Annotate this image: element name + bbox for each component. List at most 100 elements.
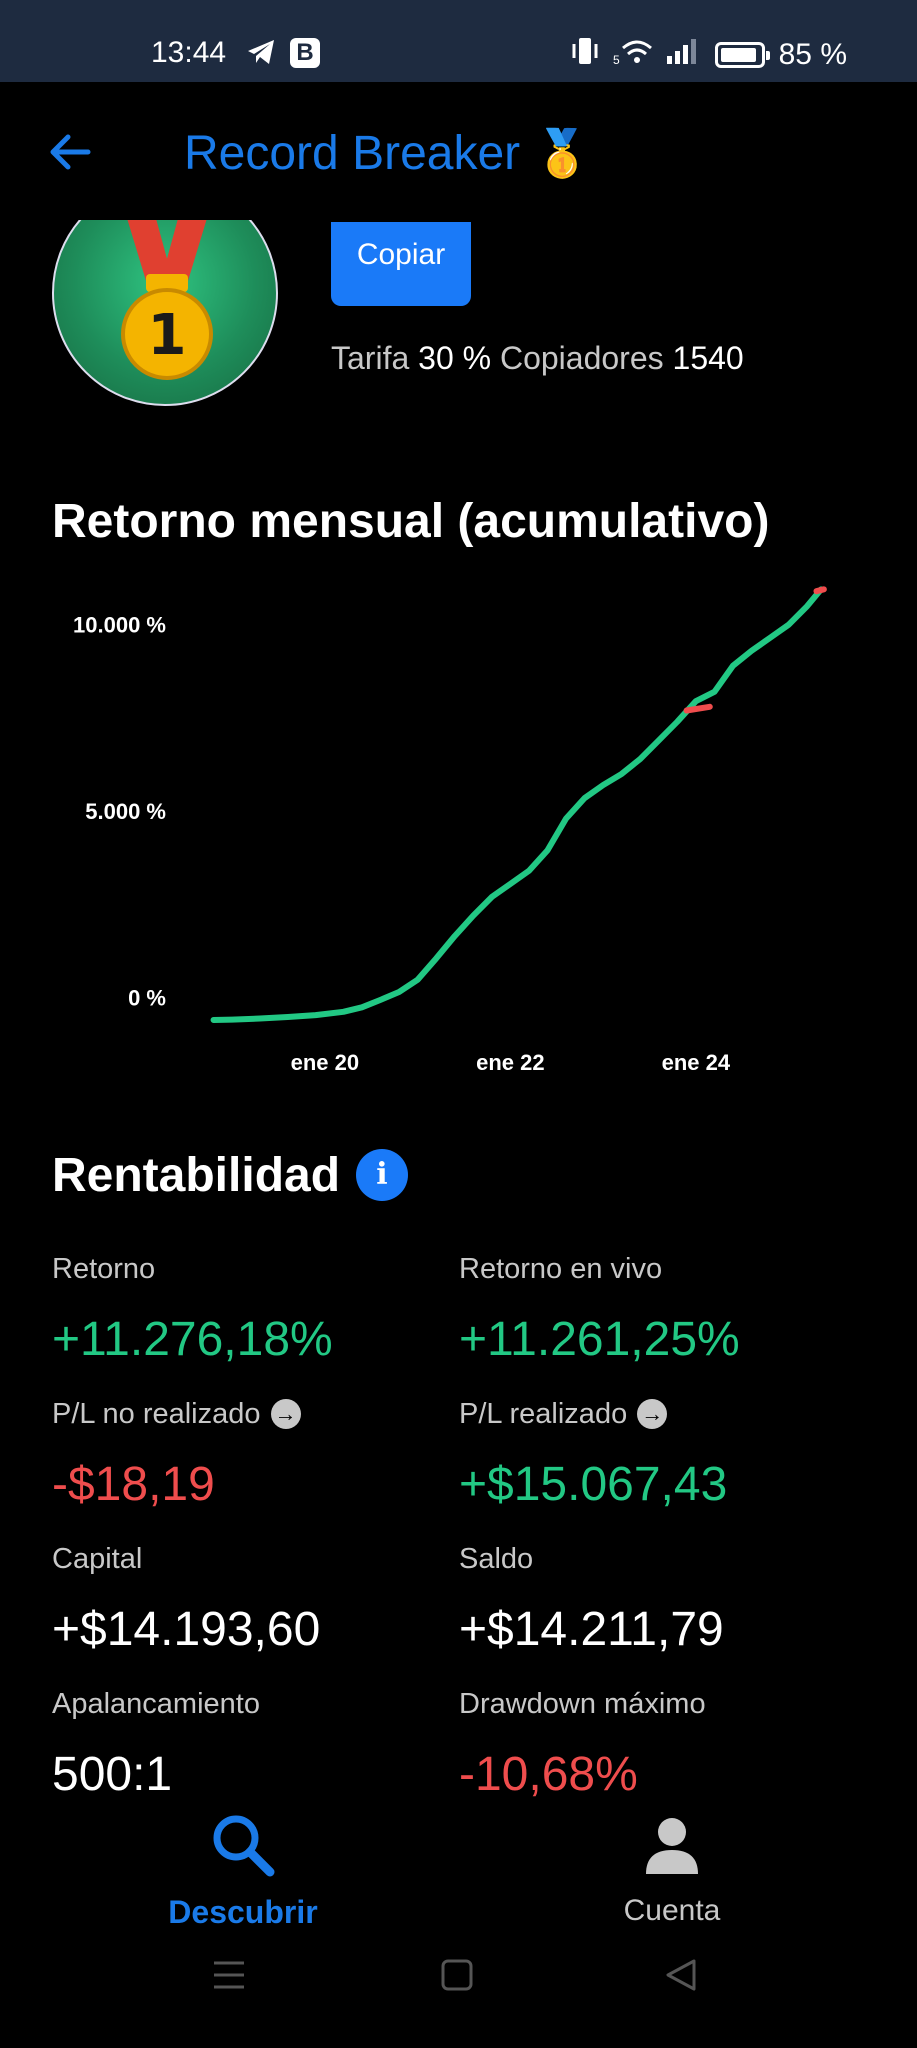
copy-button[interactable]: Copiar xyxy=(331,222,471,306)
metric-value: +11.261,25% xyxy=(459,1313,740,1366)
data-point xyxy=(638,756,643,761)
data-point xyxy=(313,1013,318,1018)
signal-icon xyxy=(666,38,701,72)
data-point xyxy=(230,1017,235,1022)
battery-icon xyxy=(714,42,770,68)
metric-item[interactable]: P/L realizado → +$15.067,43 xyxy=(459,1397,839,1512)
metric-label: Apalancamiento xyxy=(52,1687,260,1720)
data-point xyxy=(619,771,624,776)
data-point xyxy=(508,881,513,886)
y-tick-label: 10.000 % xyxy=(73,613,166,638)
data-point xyxy=(786,622,791,627)
metric-item: Drawdown máximo -10,68% xyxy=(459,1687,839,1802)
app-header: Record Breaker 🥇 xyxy=(0,82,917,222)
metric-item: Retorno en vivo +11.261,25% xyxy=(459,1252,839,1367)
data-point xyxy=(489,894,494,899)
data-point xyxy=(805,604,810,609)
x-tick-label: ene 24 xyxy=(662,1050,731,1075)
drawdown-segment xyxy=(813,586,827,595)
data-point xyxy=(768,635,773,640)
cumulative-return-chart: 10.000 % 5.000 % 0 % ene 20 ene 22 ene 24 xyxy=(73,586,827,1075)
data-point xyxy=(656,738,661,743)
metric-item: Capital +$14.193,60 xyxy=(52,1542,432,1657)
fee-label: Tarifa xyxy=(331,340,410,376)
home-icon[interactable] xyxy=(440,1958,474,1997)
data-point xyxy=(434,956,439,961)
series-line xyxy=(210,586,825,1023)
metric-value: +$15.067,43 xyxy=(459,1458,728,1511)
person-icon xyxy=(637,1818,707,1887)
data-point xyxy=(526,868,531,873)
y-tick-label: 5.000 % xyxy=(85,799,166,824)
x-tick-label: ene 20 xyxy=(291,1050,360,1075)
medal-emoji: 🥇 xyxy=(533,127,591,179)
search-icon xyxy=(208,1815,278,1887)
data-point xyxy=(397,990,402,995)
telegram-icon xyxy=(246,38,276,71)
battery-percent: 85 % xyxy=(778,38,847,71)
data-point xyxy=(564,816,569,821)
data-point xyxy=(693,699,698,704)
data-point xyxy=(257,1016,262,1021)
data-point xyxy=(471,913,476,918)
metric-item: Saldo +$14.211,79 xyxy=(459,1542,839,1657)
menu-icon[interactable] xyxy=(212,1958,246,1997)
metric-label: Capital xyxy=(52,1542,143,1575)
data-point xyxy=(341,1009,346,1014)
data-point xyxy=(211,1018,216,1022)
metric-label: Retorno xyxy=(52,1252,156,1285)
data-point xyxy=(730,663,735,668)
x-tick-label: ene 22 xyxy=(476,1050,545,1075)
nav-discover-label: Descubrir xyxy=(168,1894,318,1930)
drawdown-segment xyxy=(683,703,713,714)
data-point xyxy=(285,1015,290,1020)
chart-title: Retorno mensual (acumulativo) xyxy=(52,495,770,548)
data-point xyxy=(675,719,680,724)
metric-item: Retorno +11.276,18% xyxy=(52,1252,432,1367)
data-point xyxy=(601,783,606,788)
trader-stats: Tarifa 30 % Copiadores 1540 xyxy=(331,340,744,377)
data-point xyxy=(749,648,754,653)
app-notification-icon: B xyxy=(290,38,320,68)
nav-discover[interactable]: Descubrir xyxy=(123,1810,363,1931)
system-nav-bar xyxy=(0,1940,917,2048)
status-indicators: 5 85 % xyxy=(571,36,847,74)
data-point xyxy=(582,796,587,801)
gold-medal-icon: 1 xyxy=(121,220,213,380)
metric-item: Apalancamiento 500:1 xyxy=(52,1687,432,1802)
metric-label: P/L no realizado → xyxy=(52,1397,432,1431)
arrow-right-icon[interactable]: → xyxy=(270,1399,301,1429)
page-title: Record Breaker 🥇 xyxy=(184,127,591,180)
back-arrow-icon[interactable] xyxy=(46,128,94,176)
svg-text:5: 5 xyxy=(613,53,620,66)
metric-item[interactable]: P/L no realizado → -$18,19 xyxy=(52,1397,432,1512)
data-point xyxy=(378,997,383,1002)
data-point xyxy=(359,1005,364,1010)
bottom-nav: Descubrir Cuenta xyxy=(0,1800,917,1930)
status-time: 13:44 xyxy=(151,36,227,69)
nav-account[interactable]: Cuenta xyxy=(552,1810,792,1928)
profitability-title: Rentabilidad xyxy=(52,1149,341,1202)
metric-label: Saldo xyxy=(459,1542,534,1575)
data-point xyxy=(452,934,457,939)
back-triangle-icon[interactable] xyxy=(664,1958,698,1997)
metric-label: P/L realizado → xyxy=(459,1397,839,1431)
data-point xyxy=(415,977,420,982)
info-icon[interactable]: i xyxy=(356,1149,408,1201)
metric-value: 500:1 xyxy=(52,1748,173,1801)
metric-value: -10,68% xyxy=(459,1748,638,1801)
metric-value: +$14.193,60 xyxy=(52,1603,321,1656)
y-tick-label: 0 % xyxy=(128,986,166,1011)
metric-value: +$14.211,79 xyxy=(459,1603,724,1656)
arrow-right-icon[interactable]: → xyxy=(637,1399,668,1429)
copiers-label: Copiadores xyxy=(499,340,664,376)
metric-value: -$18,19 xyxy=(52,1458,215,1511)
status-bar: 13:44 B 5 85 % xyxy=(0,0,917,82)
svg-text:1: 1 xyxy=(148,303,187,368)
vibrate-icon xyxy=(571,36,599,74)
wifi-icon: 5 xyxy=(613,36,653,74)
data-point xyxy=(712,689,717,694)
avatar: 1 xyxy=(52,220,278,410)
data-point xyxy=(545,848,550,853)
copiers-value: 1540 xyxy=(672,340,744,376)
